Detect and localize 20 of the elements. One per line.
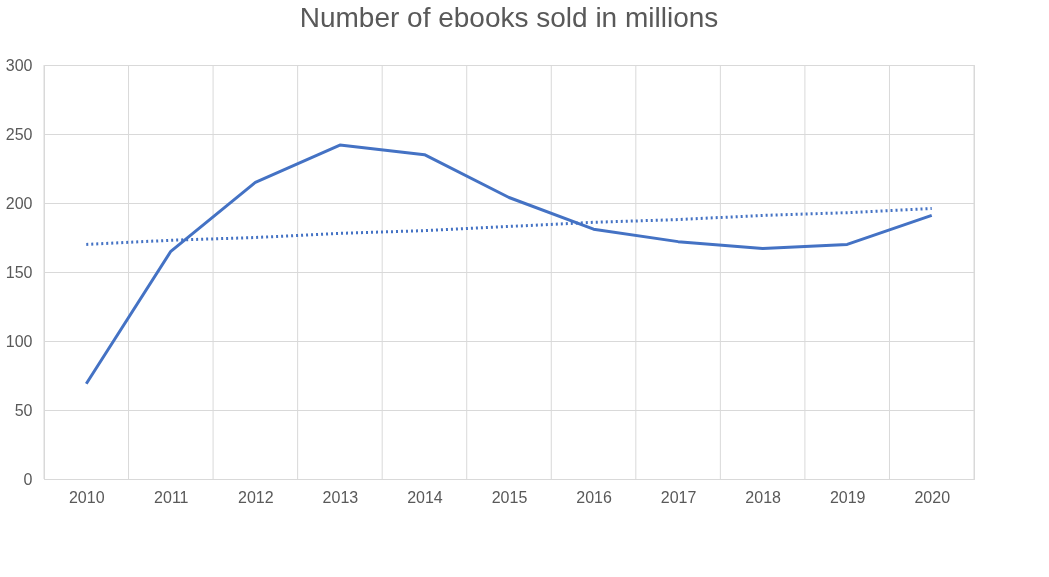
x-tick-label: 2010: [68, 488, 105, 506]
y-tick-label: 300: [5, 56, 33, 74]
x-tick-label: 2012: [238, 488, 274, 506]
x-tick-label: 2018: [745, 488, 782, 506]
y-tick-label: 250: [5, 125, 33, 143]
y-tick-label: 50: [14, 401, 33, 419]
x-tick-label: 2017: [660, 488, 697, 506]
y-tick-label: 150: [5, 263, 33, 281]
line-series: [84, 143, 934, 386]
x-tick-label: 2013: [322, 488, 359, 506]
y-tick-label: 200: [5, 194, 33, 212]
x-tick-label: 2019: [829, 488, 866, 506]
x-tick-label: 2020: [914, 488, 951, 506]
y-tick-label: 100: [5, 332, 33, 350]
x-tick-label: 2015: [491, 488, 528, 506]
x-tick-label: 2011: [154, 488, 189, 506]
x-tick-label: 2016: [576, 488, 612, 506]
x-tick-label: 2014: [407, 488, 443, 506]
y-tick-label: 0: [23, 470, 33, 488]
chart-title: Number of ebooks sold in millions: [299, 2, 719, 33]
